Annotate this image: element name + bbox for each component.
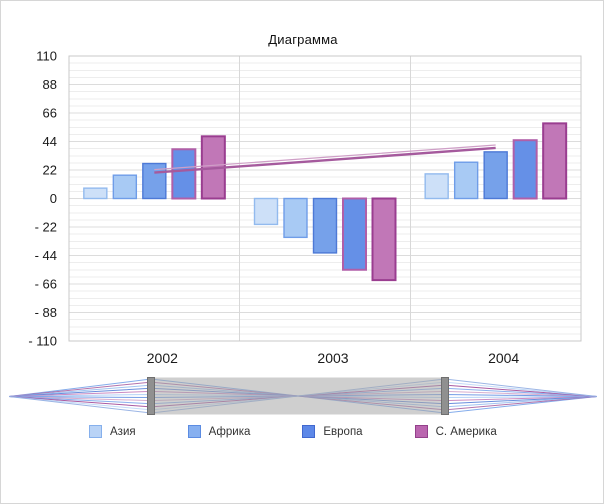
range-navigator[interactable] [9, 377, 597, 415]
legend-swatch-n-america [414, 425, 428, 438]
y-axis-label: 88 [43, 77, 57, 92]
bar-asia-2003[interactable] [253, 197, 279, 226]
y-axis-label: - 22 [35, 220, 57, 235]
bar-series-4-2002[interactable] [171, 148, 197, 200]
legend-label: Азия [110, 425, 136, 438]
bar-asia-2004[interactable] [424, 173, 449, 200]
bar-africa-2002[interactable] [112, 174, 138, 200]
x-axis-label: 2002 [147, 350, 178, 366]
chart-legend: Азия Африка Европа С. Америка [89, 425, 497, 438]
y-axis-label: 66 [43, 106, 57, 121]
bar-series-4-2004[interactable] [512, 139, 538, 200]
legend-swatch-africa [187, 425, 201, 438]
bar-africa-2004[interactable] [453, 161, 479, 200]
y-axis-label: - 110 [28, 334, 57, 349]
chart-title: Диаграмма [268, 32, 338, 47]
y-axis-label: 110 [36, 49, 57, 64]
y-axis-label: 0 [50, 191, 57, 206]
navigator-selection[interactable] [151, 377, 445, 415]
y-axis-label: 22 [43, 163, 57, 178]
trend-line-highlight [154, 144, 496, 171]
legend-item-africa[interactable]: Африка [187, 425, 251, 438]
navigator-left-handle[interactable] [147, 377, 155, 415]
navigator-right-handle[interactable] [441, 377, 449, 415]
legend-label: Европа [323, 425, 363, 438]
y-axis-label: - 88 [35, 305, 57, 320]
bar-series-4-2003[interactable] [342, 197, 367, 271]
legend-label: С. Америка [435, 425, 497, 438]
legend-swatch-europe [302, 425, 316, 438]
bar-asia-2002[interactable] [83, 187, 108, 200]
bar-europe-2003[interactable] [312, 197, 338, 254]
y-axis-label: - 44 [35, 248, 57, 263]
x-axis-label: 2003 [317, 350, 348, 366]
bar-africa-2003[interactable] [283, 197, 308, 239]
x-axis-label: 2004 [488, 350, 519, 366]
legend-item-europe[interactable]: Европа [302, 425, 363, 438]
bar-n-america-2004[interactable] [542, 122, 568, 200]
plot-border [68, 55, 582, 342]
trend-line [154, 146, 496, 174]
bar-europe-2004[interactable] [483, 151, 508, 200]
legend-swatch-asia [89, 425, 102, 438]
legend-item-asia[interactable]: Азия [89, 425, 136, 438]
y-axis-label: - 66 [35, 277, 57, 292]
bar-n-america-2003[interactable] [371, 197, 397, 282]
y-axis-label: 44 [43, 134, 57, 149]
bar-chart: 110 88 66 44 22 0 - 22 - 44 - 66 - 88 - 110 2002 200… [28, 49, 582, 366]
legend-label: Африка [208, 425, 251, 438]
legend-item-n-america[interactable]: С. Америка [414, 425, 497, 438]
